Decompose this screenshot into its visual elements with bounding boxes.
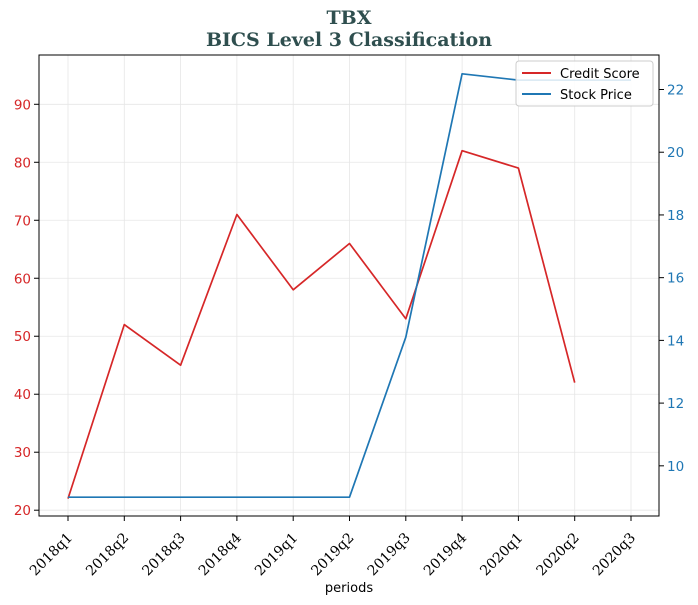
right-y-axis: 10 12 14 16 18 20 22 (659, 82, 684, 475)
right-y-tick-label: 14 (667, 333, 684, 349)
left-y-tick-label: 50 (14, 329, 31, 345)
series-line-credit-score (67, 149, 576, 499)
x-tick-label: 2019q1 (252, 530, 301, 579)
x-axis-label: periods (325, 581, 373, 596)
x-tick-label: 2018q1 (27, 530, 76, 579)
plot-area-frame (38, 54, 660, 517)
x-tick-label: 2018q4 (196, 530, 245, 579)
right-y-tick-label: 22 (667, 82, 684, 98)
right-y-tick-label: 16 (667, 271, 684, 287)
x-tick-label: 2019q3 (365, 530, 414, 579)
legend-label-stock-price: Stock Price (560, 88, 632, 103)
left-y-tick-label: 90 (14, 97, 31, 113)
x-tick-label: 2019q2 (308, 530, 357, 579)
x-tick-label: 2020q3 (590, 530, 639, 579)
left-y-tick-label: 20 (14, 503, 31, 519)
left-y-tick-label: 80 (14, 155, 31, 171)
left-y-tick-label: 30 (14, 445, 31, 461)
left-y-axis: 20 30 40 50 60 70 80 90 (14, 97, 39, 519)
left-y-tick-label: 60 (14, 271, 31, 287)
x-axis: 2018q1 2018q2 2018q3 2018q4 2019q1 2019q2 2019… (27, 516, 639, 579)
chart-title: TBX (327, 7, 372, 29)
right-y-tick-label: 20 (667, 145, 684, 161)
legend: Credit Score Stock Price (515, 60, 654, 107)
legend-label-credit-score: Credit Score (560, 67, 640, 82)
grid-layer (39, 55, 659, 516)
right-y-tick-label: 10 (667, 459, 684, 475)
x-tick-label: 2018q2 (83, 530, 132, 579)
right-y-tick-label: 18 (667, 208, 684, 224)
chart-subtitle: BICS Level 3 Classification (206, 29, 492, 51)
x-tick-label: 2020q1 (477, 530, 526, 579)
left-y-tick-label: 70 (14, 213, 31, 229)
x-tick-label: 2020q2 (534, 530, 583, 579)
x-tick-label: 2019q4 (421, 530, 470, 579)
left-y-tick-label: 40 (14, 387, 31, 403)
x-tick-label: 2018q3 (139, 530, 188, 579)
right-y-tick-label: 12 (667, 396, 684, 412)
